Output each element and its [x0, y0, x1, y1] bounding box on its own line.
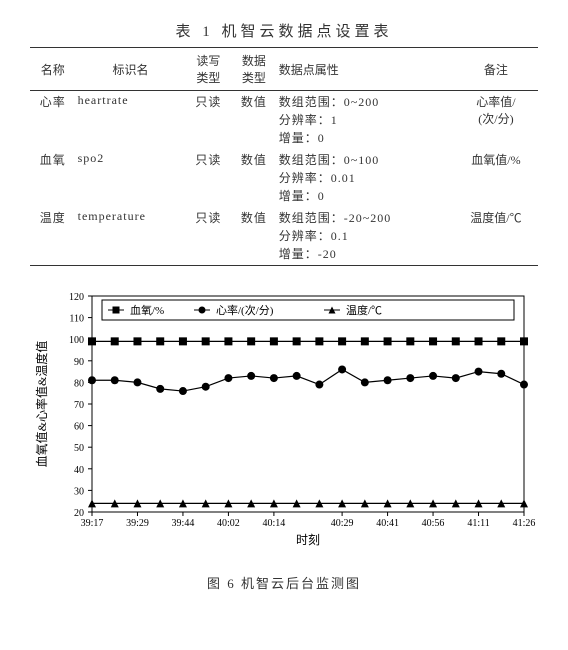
table-header: 名称标识名读写类型数据类型数据点属性备注	[30, 48, 538, 91]
table-row: 血氧spo2只读数值数组范围：0~100分辨率：0.01增量：0血氧值/%	[30, 149, 538, 207]
svg-text:血氧值&心率值&温度值: 血氧值&心率值&温度值	[34, 341, 49, 468]
monitor-chart: 2030405060708090100110120血氧值&心率值&温度值39:1…	[30, 284, 538, 564]
dtype-cell: 数值	[231, 91, 277, 150]
data-table: 名称标识名读写类型数据类型数据点属性备注 心率heartrate只读数值数组范围…	[30, 47, 538, 266]
svg-text:70: 70	[74, 400, 84, 411]
col-header: 数据点属性	[277, 48, 454, 91]
svg-text:血氧/%: 血氧/%	[130, 303, 164, 317]
note-cell: 心率值/(次/分)	[454, 91, 538, 150]
name-cell: 心率	[30, 91, 76, 150]
ident-cell: heartrate	[76, 91, 186, 150]
svg-text:40:14: 40:14	[263, 518, 286, 529]
attr-line: 增量：0	[279, 187, 452, 205]
svg-text:41:11: 41:11	[467, 518, 489, 529]
ident-cell: spo2	[76, 149, 186, 207]
rw-cell: 只读	[186, 91, 232, 150]
svg-text:110: 110	[69, 314, 84, 325]
note-cell: 温度值/℃	[454, 207, 538, 266]
svg-text:40: 40	[74, 465, 84, 476]
attr-line: 分辨率：1	[279, 111, 452, 129]
svg-text:60: 60	[74, 422, 84, 433]
col-header: 备注	[454, 48, 538, 91]
svg-text:时刻: 时刻	[296, 533, 320, 547]
attr-line: 增量：0	[279, 129, 452, 147]
svg-text:40:56: 40:56	[422, 518, 445, 529]
name-cell: 血氧	[30, 149, 76, 207]
svg-text:80: 80	[74, 378, 84, 389]
attr-line: 增量：-20	[279, 245, 452, 263]
table-title: 表 1 机智云数据点设置表	[30, 20, 538, 41]
attr-cell: 数组范围：0~100分辨率：0.01增量：0	[277, 149, 454, 207]
col-header: 标识名	[76, 48, 186, 91]
dtype-cell: 数值	[231, 149, 277, 207]
attr-line: 数组范围：0~200	[279, 93, 452, 111]
svg-text:40:29: 40:29	[331, 518, 354, 529]
col-header: 数据类型	[231, 48, 277, 91]
rw-cell: 只读	[186, 149, 232, 207]
svg-text:120: 120	[69, 292, 84, 303]
svg-text:100: 100	[69, 335, 84, 346]
attr-cell: 数组范围：0~200分辨率：1增量：0	[277, 91, 454, 150]
note-cell: 血氧值/%	[454, 149, 538, 207]
table-row: 心率heartrate只读数值数组范围：0~200分辨率：1增量：0心率值/(次…	[30, 91, 538, 150]
ident-cell: temperature	[76, 207, 186, 266]
svg-text:41:26: 41:26	[513, 518, 536, 529]
svg-text:39:17: 39:17	[81, 518, 104, 529]
dtype-cell: 数值	[231, 207, 277, 266]
rw-cell: 只读	[186, 207, 232, 266]
col-header: 名称	[30, 48, 76, 91]
attr-line: 数组范围：-20~200	[279, 209, 452, 227]
name-cell: 温度	[30, 207, 76, 266]
chart-figure: 2030405060708090100110120血氧值&心率值&温度值39:1…	[30, 284, 538, 592]
svg-text:39:44: 39:44	[172, 518, 195, 529]
svg-text:温度/℃: 温度/℃	[346, 303, 382, 317]
attr-line: 分辨率：0.1	[279, 227, 452, 245]
svg-text:40:41: 40:41	[376, 518, 399, 529]
svg-text:30: 30	[74, 486, 84, 497]
svg-text:90: 90	[74, 357, 84, 368]
svg-text:心率/(次/分): 心率/(次/分)	[216, 303, 274, 317]
svg-text:40:02: 40:02	[217, 518, 240, 529]
col-header: 读写类型	[186, 48, 232, 91]
svg-text:50: 50	[74, 443, 84, 454]
attr-cell: 数组范围：-20~200分辨率：0.1增量：-20	[277, 207, 454, 266]
figure-caption: 图 6 机智云后台监测图	[30, 573, 538, 592]
attr-line: 分辨率：0.01	[279, 169, 452, 187]
table-row: 温度temperature只读数值数组范围：-20~200分辨率：0.1增量：-…	[30, 207, 538, 266]
attr-line: 数组范围：0~100	[279, 151, 452, 169]
svg-text:39:29: 39:29	[126, 518, 149, 529]
